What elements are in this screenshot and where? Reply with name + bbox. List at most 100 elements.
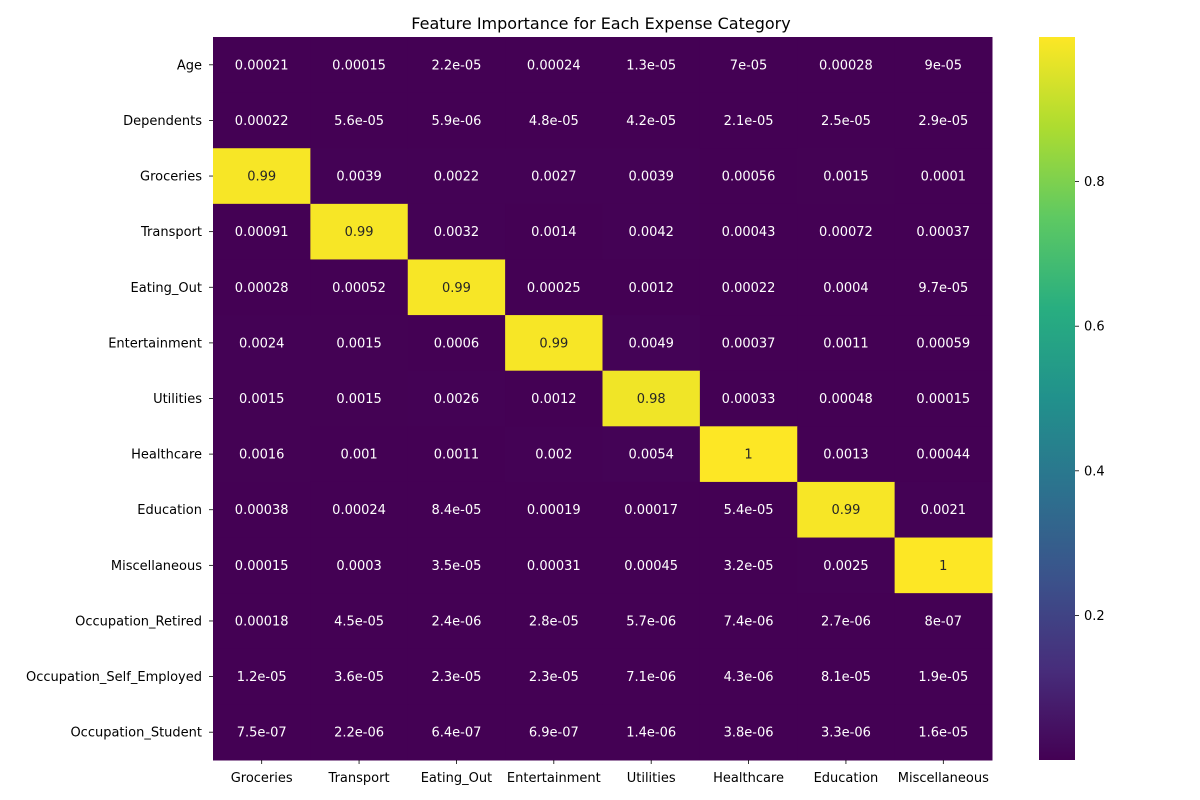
colorbar-tick-label: 0.8 [1084,175,1105,190]
heatmap-cell [699,593,798,650]
cell-value-label: 3.2e-05 [724,559,774,574]
heatmap-cell [602,426,701,483]
heatmap-cell [407,704,506,761]
cell-value-label: 6.9e-07 [529,726,579,741]
cell-value-label: 0.0001 [921,170,967,185]
cell-value-label: 0.0012 [628,281,674,296]
heatmap-cell [894,481,993,539]
cell-value-label: 0.0015 [239,392,285,407]
heatmap-cell [894,648,993,705]
cell-value-label: 4.3e-06 [724,670,774,685]
cell-value-label: 0.0042 [628,225,674,240]
cell-value-label: 0.00022 [235,114,289,129]
heatmap-cell [407,315,506,372]
heatmap-cell [797,648,896,705]
heatmap-cell [894,704,993,761]
cell-value-label: 2.8e-05 [529,614,579,629]
heatmap-cell [602,370,701,427]
heatmap-cell [407,92,506,149]
chart-title: Feature Importance for Each Expense Cate… [411,14,790,33]
row-label: Utilities [153,392,202,407]
cell-value-label: 0.0039 [336,170,382,185]
cell-value-label: 5.6e-05 [334,114,384,129]
cell-value-label: 1.6e-05 [918,726,968,741]
heatmap-cell [894,259,993,316]
cell-value-label: 0.0015 [336,336,382,351]
heatmap-cell [602,259,701,316]
cell-value-label: 3.6e-05 [334,670,384,685]
heatmap-cell [797,593,896,650]
column-label: Miscellaneous [898,771,989,786]
heatmap-cell [213,92,311,149]
heatmap-cell [797,481,896,539]
cell-value-label: 4.5e-05 [334,614,384,629]
cell-value-label: 4.2e-05 [626,114,676,129]
cell-value-label: 2.9e-05 [918,114,968,129]
cell-value-label: 0.00091 [235,225,289,240]
cell-value-label: 5.4e-05 [724,503,774,518]
cell-value-label: 0.00059 [916,336,970,351]
heatmap-cell [407,203,506,260]
heatmap-cell [407,481,506,539]
cell-value-label: 0.00018 [235,614,289,629]
heatmap-cell [894,537,993,594]
heatmap-cell [505,37,603,94]
heatmap-cell [310,92,409,149]
heatmap-cell [894,315,993,372]
cell-value-label: 0.99 [247,170,276,185]
row-label: Groceries [140,170,202,185]
row-label: Transport [140,225,202,240]
cell-value-label: 0.00021 [235,58,289,73]
cell-value-label: 0.0013 [823,448,869,463]
cell-value-label: 0.00056 [722,170,776,185]
cell-value-label: 6.4e-07 [431,726,481,741]
heatmap-cell [407,148,506,205]
cell-value-label: 2.7e-06 [821,614,871,629]
heatmap-cell [894,370,993,427]
heatmap-cell [797,370,896,427]
cell-value-label: 2.4e-06 [431,614,481,629]
row-label: Miscellaneous [111,559,202,574]
heatmap-cell [213,481,311,539]
cell-value-label: 0.99 [539,336,568,351]
cell-value-label: 2.1e-05 [724,114,774,129]
heatmap-cell [699,92,798,149]
heatmap-cell [894,426,993,483]
colorbar-tick-label: 0.4 [1084,464,1105,479]
cell-value-label: 0.00019 [527,503,581,518]
heatmap-cell [797,259,896,316]
heatmap-cell [505,148,603,205]
cell-value-label: 0.0025 [823,559,869,574]
heatmap-cell [505,426,603,483]
colorbar-gradient [1039,37,1075,760]
cell-value-label: 0.00052 [332,281,386,296]
heatmap-cell [310,704,409,761]
heatmap-cell [894,37,993,94]
heatmap-cell [407,37,506,94]
row-label: Dependents [123,114,202,129]
cell-value-label: 0.00037 [722,336,776,351]
cell-value-label: 0.98 [637,392,666,407]
heatmap-cell [602,593,701,650]
heatmap-cell [505,537,603,594]
heatmap-cell [602,203,701,260]
cell-value-label: 0.0016 [239,448,285,463]
heatmap-cell [699,704,798,761]
cell-value-label: 3.8e-06 [724,726,774,741]
cell-value-label: 0.0012 [531,392,577,407]
heatmap-cell [797,203,896,260]
cell-value-label: 0.00043 [722,225,776,240]
cell-value-label: 0.99 [442,281,471,296]
cell-value-label: 2.3e-05 [529,670,579,685]
cell-value-label: 9.7e-05 [918,281,968,296]
cell-value-label: 0.0006 [434,336,480,351]
cell-value-label: 0.0004 [823,281,869,296]
heatmap-cell [797,704,896,761]
heatmap-cell [310,37,409,94]
column-label: Education [814,771,879,786]
heatmap-cell [407,648,506,705]
cell-value-label: 0.00031 [527,559,581,574]
cell-value-label: 7.1e-06 [626,670,676,685]
colorbar-ticks: 0.2 0.4 0.6 0.8 [1075,175,1105,624]
